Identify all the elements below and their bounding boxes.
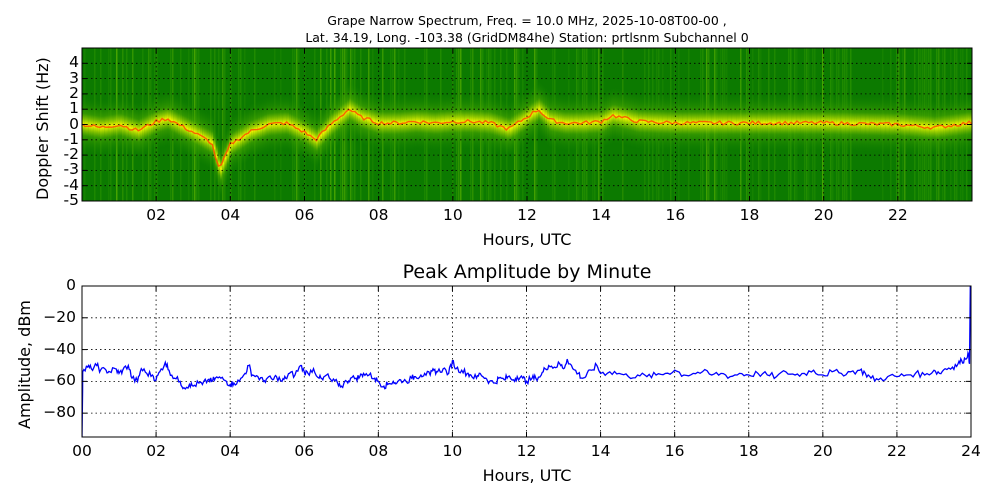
amplitude-y-axis-label: Amplitude, dBm: [15, 300, 34, 429]
amplitude-x-tick-label: 10: [442, 442, 463, 460]
spectrogram-y-tick-label: 4: [69, 53, 79, 72]
spectrogram-grid: [82, 48, 972, 201]
amplitude-x-tick-label: 24: [961, 442, 981, 460]
amplitude-title: Peak Amplitude by Minute: [402, 261, 652, 283]
spectrogram-signal-band: [82, 81, 972, 197]
amplitude-x-tick-label: 00: [72, 442, 92, 460]
amplitude-x-tick-label: 12: [516, 442, 537, 460]
spectrogram-ticks: [82, 48, 972, 202]
amplitude-plot-area: [81, 285, 972, 437]
spectrogram-title: Grape Narrow Spectrum, Freq. = 10.0 MHz,…: [0, 12, 1000, 46]
amplitude-x-tick-label: 14: [590, 442, 611, 460]
spectrogram-x-tick-label: 04: [220, 206, 241, 224]
spectrogram-y-axis-label: Doppler Shift (Hz): [33, 57, 52, 200]
spectrogram-title-line2: Lat. 34.19, Long. -103.38 (GridDM84he) S…: [305, 30, 749, 45]
amplitude-x-tick-label: 06: [294, 442, 315, 460]
spectrogram-y-tick-label: 0: [69, 114, 79, 133]
spectrogram-x-tick-label: 08: [368, 206, 389, 224]
amplitude-x-tick-label: 04: [220, 442, 241, 460]
amplitude-x-tick-label: 22: [887, 442, 907, 460]
amplitude-x-tick-label: 16: [664, 442, 685, 460]
spectrogram-x-tick-label: 18: [739, 206, 760, 224]
spectrogram-title-line1: Grape Narrow Spectrum, Freq. = 10.0 MHz,…: [327, 13, 727, 28]
spectrogram-x-tick-label: 16: [665, 206, 686, 224]
spectrogram-x-tick-label: 02: [146, 206, 167, 224]
amplitude-y-tick-label: −40: [43, 339, 76, 358]
amplitude-y-tick-label: 0: [66, 276, 76, 294]
amplitude-x-axis-label: Hours, UTC: [482, 466, 572, 485]
amplitude-x-tick-label: 08: [368, 442, 389, 460]
spectrogram-x-tick-label: 14: [591, 206, 612, 224]
spectrogram-y-tick-label: -5: [63, 191, 79, 209]
amplitude-ticks: [81, 285, 972, 437]
spectrogram-y-tick-label: -3: [63, 160, 79, 179]
amplitude-line: [82, 286, 971, 437]
spectrogram-x-tick-label: 12: [517, 206, 537, 224]
amplitude-y-tick-label: −20: [43, 307, 76, 326]
spectrogram-y-tick-label: -2: [63, 145, 79, 164]
spectrogram-x-axis-label: Hours, UTC: [482, 230, 572, 249]
spectrogram-y-tick-label: 1: [69, 99, 79, 118]
amplitude-x-tick-label: 18: [738, 442, 759, 460]
spectrogram-y-tick-label: 3: [69, 68, 79, 87]
spectrogram-x-tick-label: 06: [294, 206, 315, 224]
amplitude-y-tick-label: −80: [43, 403, 76, 422]
spectrogram-y-tick-label: -1: [63, 129, 79, 148]
spectrogram-x-tick-label: 10: [442, 206, 463, 224]
spectrogram-x-tick-label: 22: [887, 206, 908, 224]
spectrogram-plot-area: [82, 48, 972, 201]
spectrogram-y-tick-label: -4: [63, 175, 79, 194]
amplitude-x-tick-label: 20: [812, 442, 833, 460]
spectrogram-y-tick-label: 2: [69, 83, 79, 102]
spectrogram-x-tick-label: 20: [813, 206, 834, 224]
amplitude-x-tick-label: 02: [146, 442, 166, 460]
amplitude-y-tick-label: −60: [43, 371, 76, 390]
